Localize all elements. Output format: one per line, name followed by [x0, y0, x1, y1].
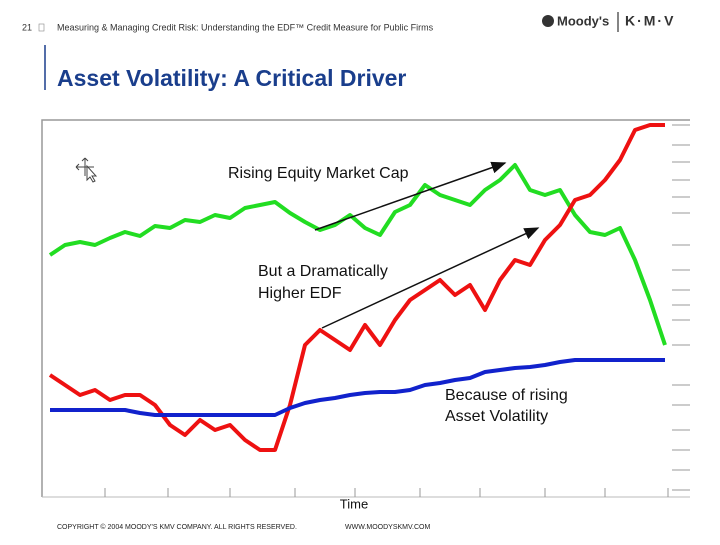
slide-title: Asset Volatility: A Critical Driver — [57, 65, 406, 91]
arrow — [321, 227, 540, 329]
annotation: But a Dramatically — [258, 263, 388, 280]
arrow — [314, 161, 507, 231]
plot — [41, 119, 690, 498]
annotation: Because of rising — [445, 387, 568, 404]
series-line — [48, 163, 667, 346]
annotation: Higher EDF — [258, 285, 342, 302]
plot-frame — [41, 119, 690, 497]
series-line — [50, 358, 665, 417]
annotation: Rising Equity Market Cap — [228, 165, 409, 182]
footer-url: WWW.MOODYSKMV.COM — [345, 524, 430, 531]
logo-left: Moody's — [557, 13, 609, 28]
page-number: 21 — [22, 22, 32, 32]
annotation: Asset Volatility — [445, 408, 548, 425]
logo-right: K·M·V — [625, 13, 675, 29]
cursor-icon — [75, 157, 98, 183]
series-line — [48, 123, 665, 452]
header-text: Measuring & Managing Credit Risk: Unders… — [57, 22, 434, 32]
logo-mark — [542, 15, 554, 27]
x-axis-label: Time — [340, 496, 368, 511]
icon — [38, 23, 45, 32]
copyright: COPYRIGHT © 2004 MOODY'S KMV COMPANY. AL… — [57, 523, 297, 531]
